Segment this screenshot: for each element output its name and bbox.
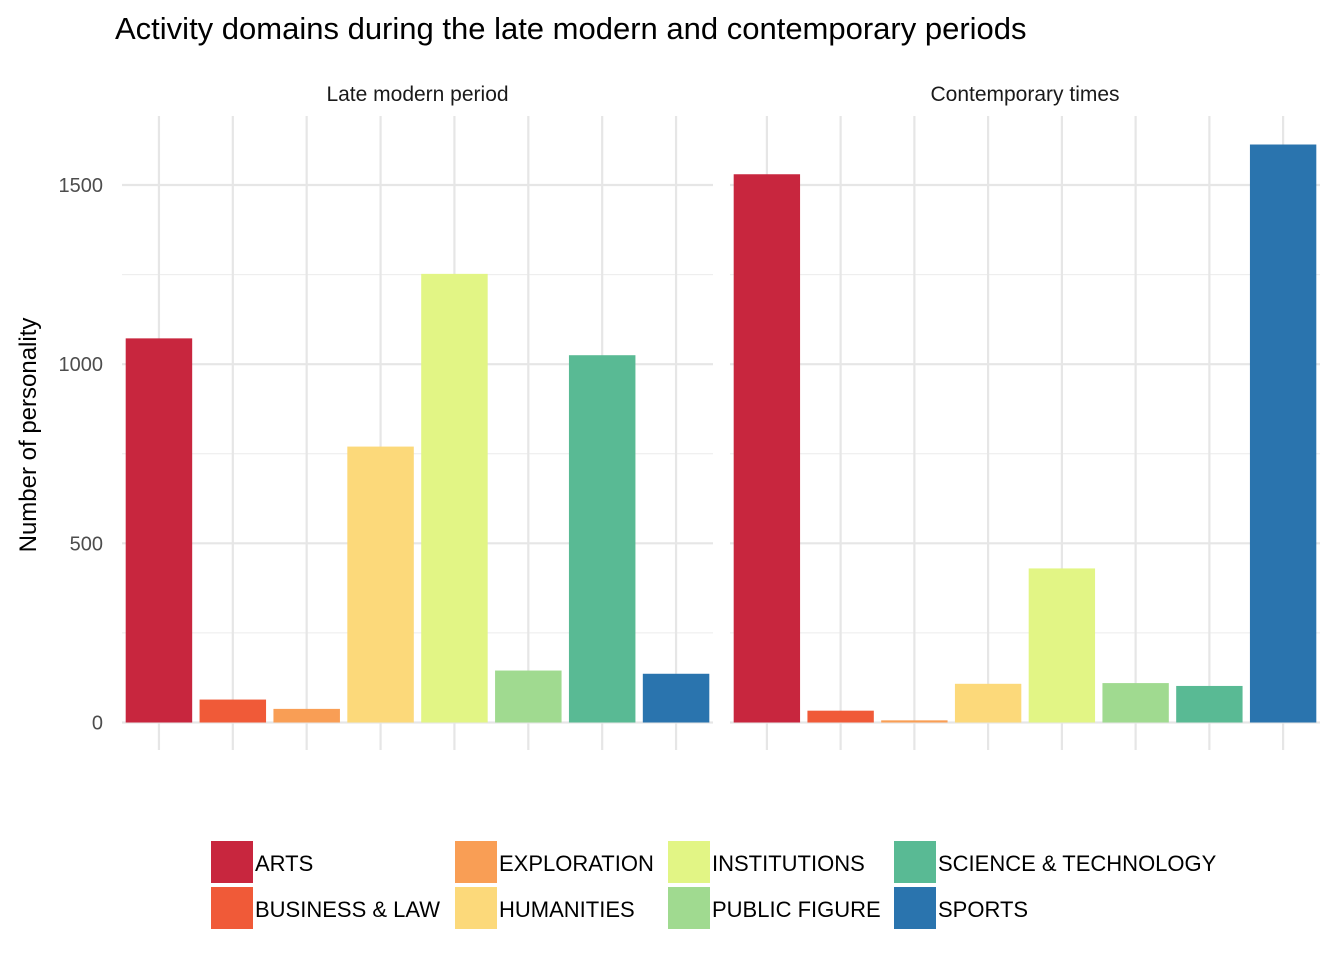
legend-item: ARTS xyxy=(211,841,313,883)
bar-humanities xyxy=(954,683,1022,723)
legend-swatch xyxy=(668,841,710,883)
bar-sports xyxy=(1249,144,1317,723)
y-tick-label: 1000 xyxy=(59,354,104,376)
bar-humanities xyxy=(347,446,414,723)
bar-business-law xyxy=(807,710,874,723)
bar-institutions xyxy=(1028,568,1096,723)
legend-label: SPORTS xyxy=(938,897,1028,922)
legend-swatch xyxy=(668,887,710,929)
y-axis-label: Number of personality xyxy=(15,318,42,553)
bar-arts xyxy=(733,174,801,723)
y-axis-ticks: 0 500 1000 1500 xyxy=(59,175,104,735)
legend-label: ARTS xyxy=(255,851,313,876)
legend-label: PUBLIC FIGURE xyxy=(712,897,881,922)
legend-item: HUMANITIES xyxy=(455,887,635,929)
legend-swatch xyxy=(211,887,253,929)
legend-item: INSTITUTIONS xyxy=(668,841,865,883)
panel-strip-label: Contemporary times xyxy=(930,83,1119,106)
legend-label: EXPLORATION xyxy=(499,851,654,876)
bar-public-figure xyxy=(1102,683,1169,723)
legend-label: HUMANITIES xyxy=(499,897,635,922)
legend-swatch xyxy=(894,887,936,929)
legend-item: BUSINESS & LAW xyxy=(211,887,440,929)
panels: Late modern period Contemporary times xyxy=(122,83,1320,750)
bar-science-technology xyxy=(568,355,636,723)
legend-item: EXPLORATION xyxy=(455,841,654,883)
legend: ARTS BUSINESS & LAW EXPLORATION HUMANITIES I… xyxy=(211,841,1217,929)
panel-1: Contemporary times xyxy=(730,83,1320,750)
bar-arts xyxy=(125,338,193,723)
legend-swatch xyxy=(211,841,253,883)
legend-label: SCIENCE & TECHNOLOGY xyxy=(938,851,1217,876)
bar-business-law xyxy=(199,699,267,723)
legend-label: INSTITUTIONS xyxy=(712,851,865,876)
legend-item: SPORTS xyxy=(894,887,1028,929)
legend-swatch xyxy=(455,841,497,883)
panel-0: Late modern period xyxy=(122,83,713,750)
chart-title: Activity domains during the late modern … xyxy=(115,11,1027,46)
y-tick-label: 1500 xyxy=(59,175,104,197)
legend-item: PUBLIC FIGURE xyxy=(668,887,881,929)
y-tick-label: 500 xyxy=(70,533,103,555)
bar-science-technology xyxy=(1176,685,1243,723)
bar-exploration xyxy=(273,708,340,723)
bar-public-figure xyxy=(495,670,562,723)
bar-exploration xyxy=(881,720,948,723)
bar-sports xyxy=(642,673,710,723)
panel-strip-label: Late modern period xyxy=(326,83,508,106)
legend-item: SCIENCE & TECHNOLOGY xyxy=(894,841,1217,883)
legend-swatch xyxy=(455,887,497,929)
legend-label: BUSINESS & LAW xyxy=(255,897,440,922)
y-tick-label: 0 xyxy=(92,713,103,735)
legend-swatch xyxy=(894,841,936,883)
bar-institutions xyxy=(421,273,488,723)
